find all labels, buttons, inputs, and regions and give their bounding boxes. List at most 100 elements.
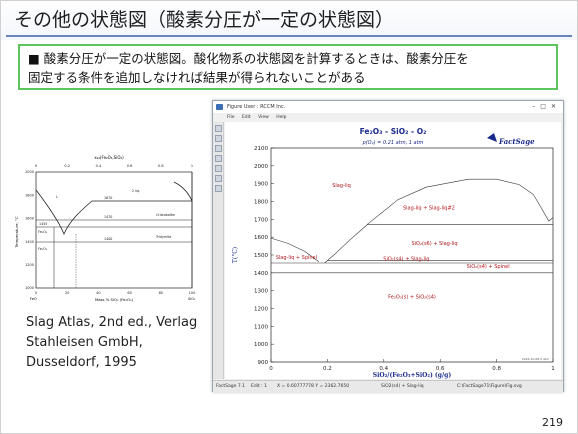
menu-help[interactable]: Help: [276, 115, 287, 120]
window-controls[interactable]: –□✕: [532, 101, 561, 113]
note-box: ■ 酸素分圧が一定の状態図。酸化物系の状態図を計算するときは、酸素分圧を 固定す…: [18, 44, 558, 90]
region-cristobalite: Cristobalite: [156, 213, 175, 217]
logo-text: FactSage: [498, 137, 535, 146]
y-tick-label: 1300: [254, 289, 268, 295]
y-tick-label: 1100: [254, 324, 268, 330]
title-underline: [6, 35, 572, 37]
plot-area[interactable]: Fe₂O₃ - SiO₂ - O₂ p(O₂) = 0.21 atm, 1 at…: [225, 122, 561, 379]
region-label: SiO₂(s4) + Slag-liq: [383, 256, 429, 262]
x-axis-label: Mass % SiO₂ (Fe₂O₃): [95, 297, 134, 302]
status-coords: X = 0.60777778 Y = 2362.7650: [277, 384, 350, 389]
y-axis-label: T(°C): [232, 247, 239, 263]
maximize-icon[interactable]: □: [540, 103, 551, 110]
y-tick-label: 2000: [254, 164, 268, 170]
region-fe3o4: Fe₃O₄: [38, 230, 48, 234]
slag-atlas-diagram: x₂₂(Fe₂O₃,SiO₂) 0 0.2 0.4 0.6 0.8 1 2000 1800 1…: [14, 152, 204, 302]
temp-1470: 1470: [104, 215, 112, 219]
left-y-tick-label: 1200: [25, 263, 34, 267]
temp-1670: 1670: [104, 196, 112, 200]
left-x-tick-label: 60: [127, 291, 131, 295]
caption-line-3: Dusseldorf, 1995: [26, 355, 137, 370]
region-label: Fe₂O₃(s) + SiO₂(s4): [388, 295, 436, 301]
y-axis-label: Temperature, °C: [14, 216, 19, 248]
close-icon[interactable]: ✕: [550, 103, 561, 110]
x-tick-label: 0.2: [323, 366, 332, 372]
menu-edit[interactable]: Edit: [241, 115, 251, 120]
y-tick-label: 1500: [254, 253, 268, 259]
left-x-tick-label: 0: [35, 291, 37, 295]
y-tick-label: 2100: [254, 146, 268, 152]
left-y-tick-label: 1800: [25, 193, 34, 197]
date-stamp: 2016-10-08 0 atm: [522, 357, 549, 361]
top-tick-label: 1: [191, 164, 193, 168]
x-end-right: SiO₂: [188, 297, 196, 301]
chart-subtitle: p(O₂) = 0.21 atm, 1 atm: [362, 140, 424, 146]
y-ticks: 2000 1800 1600 1400 1200 1000: [25, 170, 34, 290]
menu-bar: File Edit View Help: [213, 113, 563, 122]
liquidus-curve: [35, 189, 192, 236]
top-axis-label: x₂₂(Fe₂O₃,SiO₂): [94, 155, 124, 160]
y-tick-label: 1600: [254, 235, 268, 241]
y-tick-label: 1800: [254, 200, 268, 206]
x-ticks: 0 20 40 60 80 100: [35, 291, 195, 295]
menu-view[interactable]: View: [258, 115, 269, 120]
line-tool-icon[interactable]: [215, 155, 222, 162]
region-label: SiO₂(s4) + Spinel: [467, 264, 510, 270]
text-tool-icon[interactable]: [215, 145, 222, 152]
y-tick-label: 900: [258, 360, 269, 366]
x-tick-label: 1: [551, 366, 555, 372]
region-tridymite: Tridymite: [155, 235, 171, 239]
phase-diagram-chart[interactable]: Fe₂O₃ - SiO₂ - O₂ p(O₂) = 0.21 atm, 1 at…: [225, 122, 561, 379]
pointer-tool-icon[interactable]: [215, 125, 222, 132]
figure-window[interactable]: Figure User : RCCM Inc. –□✕ File Edit Vi…: [212, 100, 564, 392]
top-tick-label: 0.4: [96, 164, 102, 168]
slide-title: その他の状態図（酸素分圧が一定の状態図）: [14, 9, 395, 31]
app-icon: [216, 104, 223, 110]
left-y-tick-label: 1400: [25, 240, 34, 244]
caption-line-1: Slag Atlas, 2nd ed., Verlag: [26, 315, 198, 330]
y-tick-label: 1400: [254, 271, 268, 277]
region-label: SiO₂(s6) + Slag-liq: [411, 241, 457, 247]
region-fe2o3: Fe₂O₃: [38, 247, 48, 251]
note-line-1: ■ 酸素分圧が一定の状態図。酸化物系の状態図を計算するときは、酸素分圧を: [28, 51, 469, 66]
gap-curve: [173, 181, 193, 202]
x-tick-label: 0.4: [379, 366, 388, 372]
minimize-icon[interactable]: –: [532, 103, 541, 110]
top-tick-label: 0.6: [127, 164, 133, 168]
y-tick-group: 900 1000 1100 1200 1300 1400 1500 1600 1700 1800 1…: [254, 146, 274, 366]
left-x-tick-label: 100: [189, 291, 196, 295]
status-file: C:\FactSage71\Figure\Fig.svg: [457, 384, 522, 389]
boundary-miscibility-gap: [366, 178, 554, 225]
menu-file[interactable]: File: [227, 115, 235, 120]
status-phase: SiO2(s4) + Slag-liq: [381, 384, 424, 389]
region-label: Slag-liq + Spinel: [276, 255, 317, 261]
color-tool-icon[interactable]: [215, 165, 222, 172]
status-edit: Edit : 1: [251, 384, 267, 389]
caption-line-2: Stahleisen GmbH,: [26, 335, 143, 350]
boundary-silica-liquidus: [324, 224, 368, 264]
region-label: Slag-liq: [332, 183, 351, 189]
x-tick-label: 0.8: [492, 366, 501, 372]
save-tool-icon[interactable]: [215, 185, 222, 192]
top-tick-label: 0: [35, 164, 37, 168]
top-ticks: 0 0.2 0.4 0.6 0.8 1: [35, 164, 193, 168]
left-x-tick-label: 80: [159, 291, 163, 295]
x-tick-label: 0: [269, 366, 273, 372]
y-tick-label: 1700: [254, 217, 268, 223]
page-number: 219: [542, 416, 563, 429]
zoom-tool-icon[interactable]: [215, 135, 222, 142]
window-title: Figure User : RCCM Inc.: [227, 104, 286, 110]
left-y-tick-label: 2000: [25, 170, 34, 174]
window-titlebar[interactable]: Figure User : RCCM Inc. –□✕: [213, 101, 563, 113]
x-tick-group: 0 0.2 0.4 0.6 0.8 1: [269, 359, 555, 372]
print-tool-icon[interactable]: [215, 175, 222, 182]
note-line-2: 固定する条件を追加しなければ結果が得られないことがある: [28, 70, 366, 85]
x-axis-label: SiO₂/(Fe₂O₃+SiO₂) (g/g): [373, 372, 452, 379]
x-tick-label: 0.6: [436, 366, 445, 372]
slide-header: その他の状態図（酸素分圧が一定の状態図）: [0, 0, 578, 40]
chart-title: Fe₂O₃ - SiO₂ - O₂: [360, 127, 427, 136]
boundary-group: [270, 178, 554, 274]
region-label-group: Slag-liq Slag-liq + Slag-liq#2 SiO₂(s6) + …: [276, 183, 510, 300]
temp-1455: 1455: [39, 222, 47, 226]
x-end-left: FeO: [30, 297, 37, 301]
